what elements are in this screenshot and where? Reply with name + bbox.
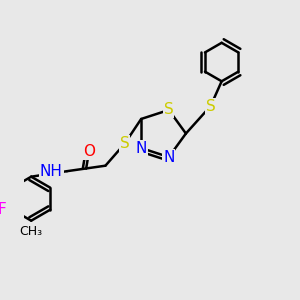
Text: S: S (120, 136, 130, 151)
Text: NH: NH (40, 164, 63, 179)
Text: S: S (206, 98, 215, 113)
Text: F: F (0, 202, 7, 217)
Text: CH₃: CH₃ (20, 225, 43, 238)
Text: N: N (136, 140, 147, 155)
Text: O: O (83, 145, 95, 160)
Text: N: N (163, 149, 175, 164)
Text: S: S (164, 103, 174, 118)
